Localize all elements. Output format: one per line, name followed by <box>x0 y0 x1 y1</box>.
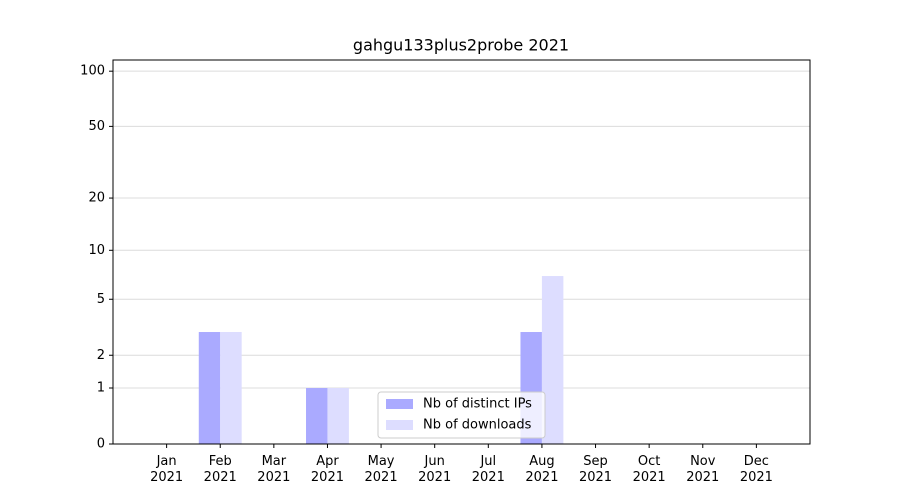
plot-frame <box>112 59 811 445</box>
x-tick-label: Feb 2021 <box>204 454 237 485</box>
x-tick-label: Jun 2021 <box>418 454 451 485</box>
bar <box>327 388 349 444</box>
x-tick-label: Dec 2021 <box>740 454 773 485</box>
x-tick-label: Nov 2021 <box>686 454 719 485</box>
y-tick-label: 100 <box>80 64 105 79</box>
legend-label: Nb of distinct IPs <box>423 397 532 412</box>
bar <box>306 388 328 444</box>
y-tick-label: 2 <box>97 348 105 363</box>
legend-swatch <box>386 399 413 409</box>
bar <box>220 332 242 444</box>
x-tick-label: Jul 2021 <box>472 454 505 485</box>
legend-swatch <box>386 420 413 430</box>
y-tick-label: 50 <box>88 119 105 134</box>
x-tick-label: May 2021 <box>365 454 398 485</box>
chart-title: gahgu133plus2probe 2021 <box>353 36 569 55</box>
x-tick-label: Mar 2021 <box>257 454 290 485</box>
x-tick-label: Sep 2021 <box>579 454 612 485</box>
y-tick-label: 10 <box>88 243 105 258</box>
y-tick-label: 5 <box>97 292 105 307</box>
x-tick-label: Apr 2021 <box>311 454 344 485</box>
y-tick-label: 1 <box>97 381 105 396</box>
y-tick-label: 20 <box>88 191 105 206</box>
legend-label: Nb of downloads <box>423 418 532 433</box>
x-tick-label: Jan 2021 <box>150 454 183 485</box>
bar <box>541 276 564 444</box>
bar <box>198 332 221 444</box>
x-tick-label: Aug 2021 <box>525 454 558 485</box>
x-tick-label: Oct 2021 <box>633 454 666 485</box>
legend-box <box>377 391 546 439</box>
y-tick-label: 0 <box>97 437 105 452</box>
